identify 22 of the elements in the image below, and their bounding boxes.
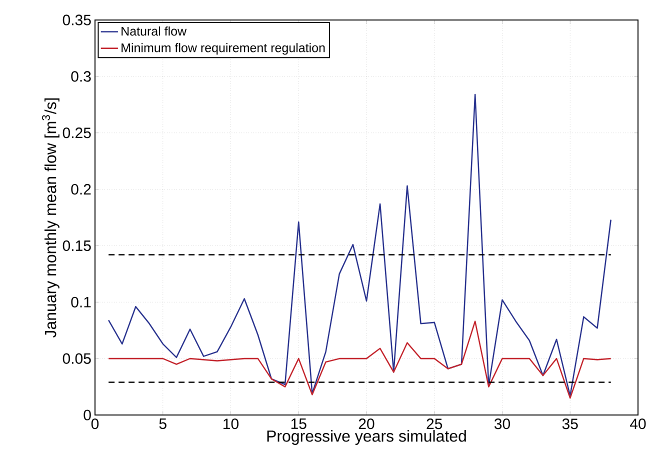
- x-tick-label: 15: [291, 418, 306, 429]
- y-tick-label: 0.15: [62, 240, 91, 252]
- x-tick-label: 35: [562, 418, 578, 430]
- y-tick-label: 0.25: [62, 128, 91, 138]
- y-tick-label: 0.05: [62, 353, 91, 364]
- x-tick-label: 5: [159, 418, 166, 429]
- x-axis-title: Progressive years simulated: [267, 430, 466, 445]
- x-tick-label: 0: [91, 418, 99, 430]
- line-series: [108, 94, 612, 396]
- x-tick-label: 40: [630, 418, 646, 430]
- y-tick-label: 0.3: [71, 71, 91, 82]
- y-tick-label: 0.1: [71, 296, 91, 308]
- x-tick-label: 25: [426, 418, 442, 430]
- x-tick-label: 30: [494, 418, 510, 430]
- y-axis-title: January monthly mean flow [m$^{3}$/s]: [42, 98, 60, 338]
- legend-label: Natural flow: [122, 26, 187, 36]
- y-tick-label: 0.2: [71, 184, 91, 195]
- y-tick-label: 0: [84, 410, 91, 420]
- y-tick-label: 0.35: [62, 14, 91, 26]
- legend-label: Minimum flow requirement regulation: [122, 43, 325, 55]
- x-tick-label: 20: [358, 418, 374, 430]
- x-tick-label: 10: [224, 418, 238, 430]
